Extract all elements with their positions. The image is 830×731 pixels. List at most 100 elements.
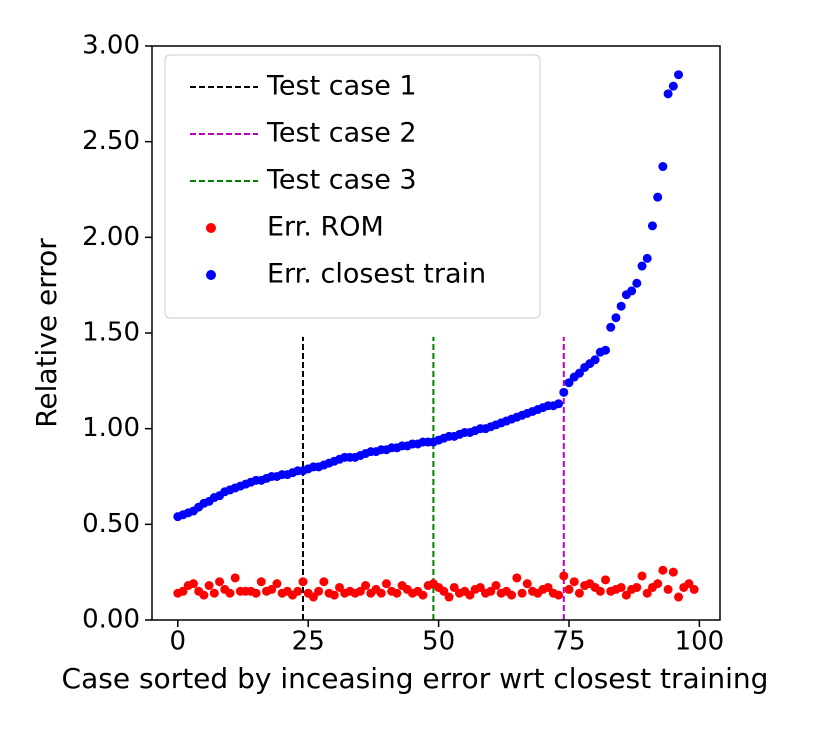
point (465, 590, 475, 600)
x-tick-label: 0 (170, 627, 187, 657)
point (199, 590, 209, 600)
point (517, 588, 527, 598)
point (632, 582, 642, 592)
point (574, 588, 584, 598)
point (668, 567, 678, 577)
point (178, 586, 188, 596)
point (272, 579, 282, 589)
point (475, 582, 485, 592)
point (595, 586, 605, 596)
x-tick-label: 50 (422, 627, 455, 657)
legend-label: Err. ROM (267, 212, 384, 243)
point (188, 579, 198, 589)
point (230, 573, 240, 583)
point (543, 582, 553, 592)
y-tick-label: 1.50 (82, 318, 140, 348)
point (601, 345, 611, 355)
x-tick-label: 75 (552, 627, 585, 657)
point (256, 577, 266, 587)
point (642, 588, 652, 598)
point (209, 588, 219, 598)
point (392, 588, 402, 598)
y-axis-label: Relative error (30, 238, 63, 428)
point (632, 278, 642, 288)
y-tick-label: 0.00 (82, 605, 140, 635)
point (267, 584, 277, 594)
point (653, 579, 663, 589)
legend-label: Test case 2 (266, 118, 417, 149)
point (668, 81, 678, 91)
legend-box (164, 54, 541, 319)
point (658, 162, 668, 172)
point (215, 577, 225, 587)
y-tick-label: 0.50 (82, 509, 140, 539)
point (627, 286, 637, 296)
point (512, 573, 522, 583)
point (554, 399, 564, 409)
point (689, 584, 699, 594)
point (376, 588, 386, 598)
point (601, 575, 611, 585)
legend-marker (206, 270, 216, 280)
point (616, 582, 626, 592)
point (308, 592, 318, 602)
point (653, 192, 663, 202)
point (663, 584, 673, 594)
y-tick-label: 2.00 (82, 222, 140, 252)
x-axis-label: Case sorted by inceasing error wrt close… (62, 662, 769, 695)
point (439, 586, 449, 596)
point (616, 301, 626, 311)
legend-label: Test case 1 (266, 71, 417, 102)
legend-label: Err. closest train (267, 259, 486, 290)
point (293, 586, 303, 596)
point (251, 588, 261, 598)
point (314, 586, 324, 596)
point (569, 577, 579, 587)
point (637, 571, 647, 581)
point (559, 387, 569, 397)
point (554, 590, 564, 600)
point (507, 590, 517, 600)
point (564, 378, 574, 388)
point (674, 592, 684, 602)
y-tick-label: 3.00 (82, 31, 140, 61)
point (522, 579, 532, 589)
point (319, 577, 329, 587)
y-tick-label: 2.50 (82, 126, 140, 156)
point (663, 89, 673, 99)
legend-marker (206, 223, 216, 233)
point (381, 579, 391, 589)
point (574, 368, 584, 378)
point (642, 253, 652, 263)
point (335, 582, 345, 592)
plot-frame (151, 45, 721, 621)
point (590, 355, 600, 365)
point (684, 579, 694, 589)
point (486, 586, 496, 596)
point (204, 581, 214, 591)
point (606, 322, 616, 332)
point (637, 261, 647, 271)
point (611, 313, 621, 323)
point (658, 565, 668, 575)
x-tick-label: 25 (292, 627, 325, 657)
point (449, 582, 459, 592)
point (559, 571, 569, 581)
point (491, 581, 501, 591)
point (298, 577, 308, 587)
point (647, 221, 657, 231)
point (225, 588, 235, 598)
point (674, 70, 684, 80)
point (418, 590, 428, 600)
x-tick-label: 100 (675, 627, 725, 657)
point (564, 584, 574, 594)
point (621, 590, 631, 600)
point (361, 581, 371, 591)
y-tick-label: 1.00 (82, 413, 140, 443)
point (329, 590, 339, 600)
point (444, 592, 454, 602)
legend-label: Test case 3 (266, 165, 417, 196)
point (355, 586, 365, 596)
